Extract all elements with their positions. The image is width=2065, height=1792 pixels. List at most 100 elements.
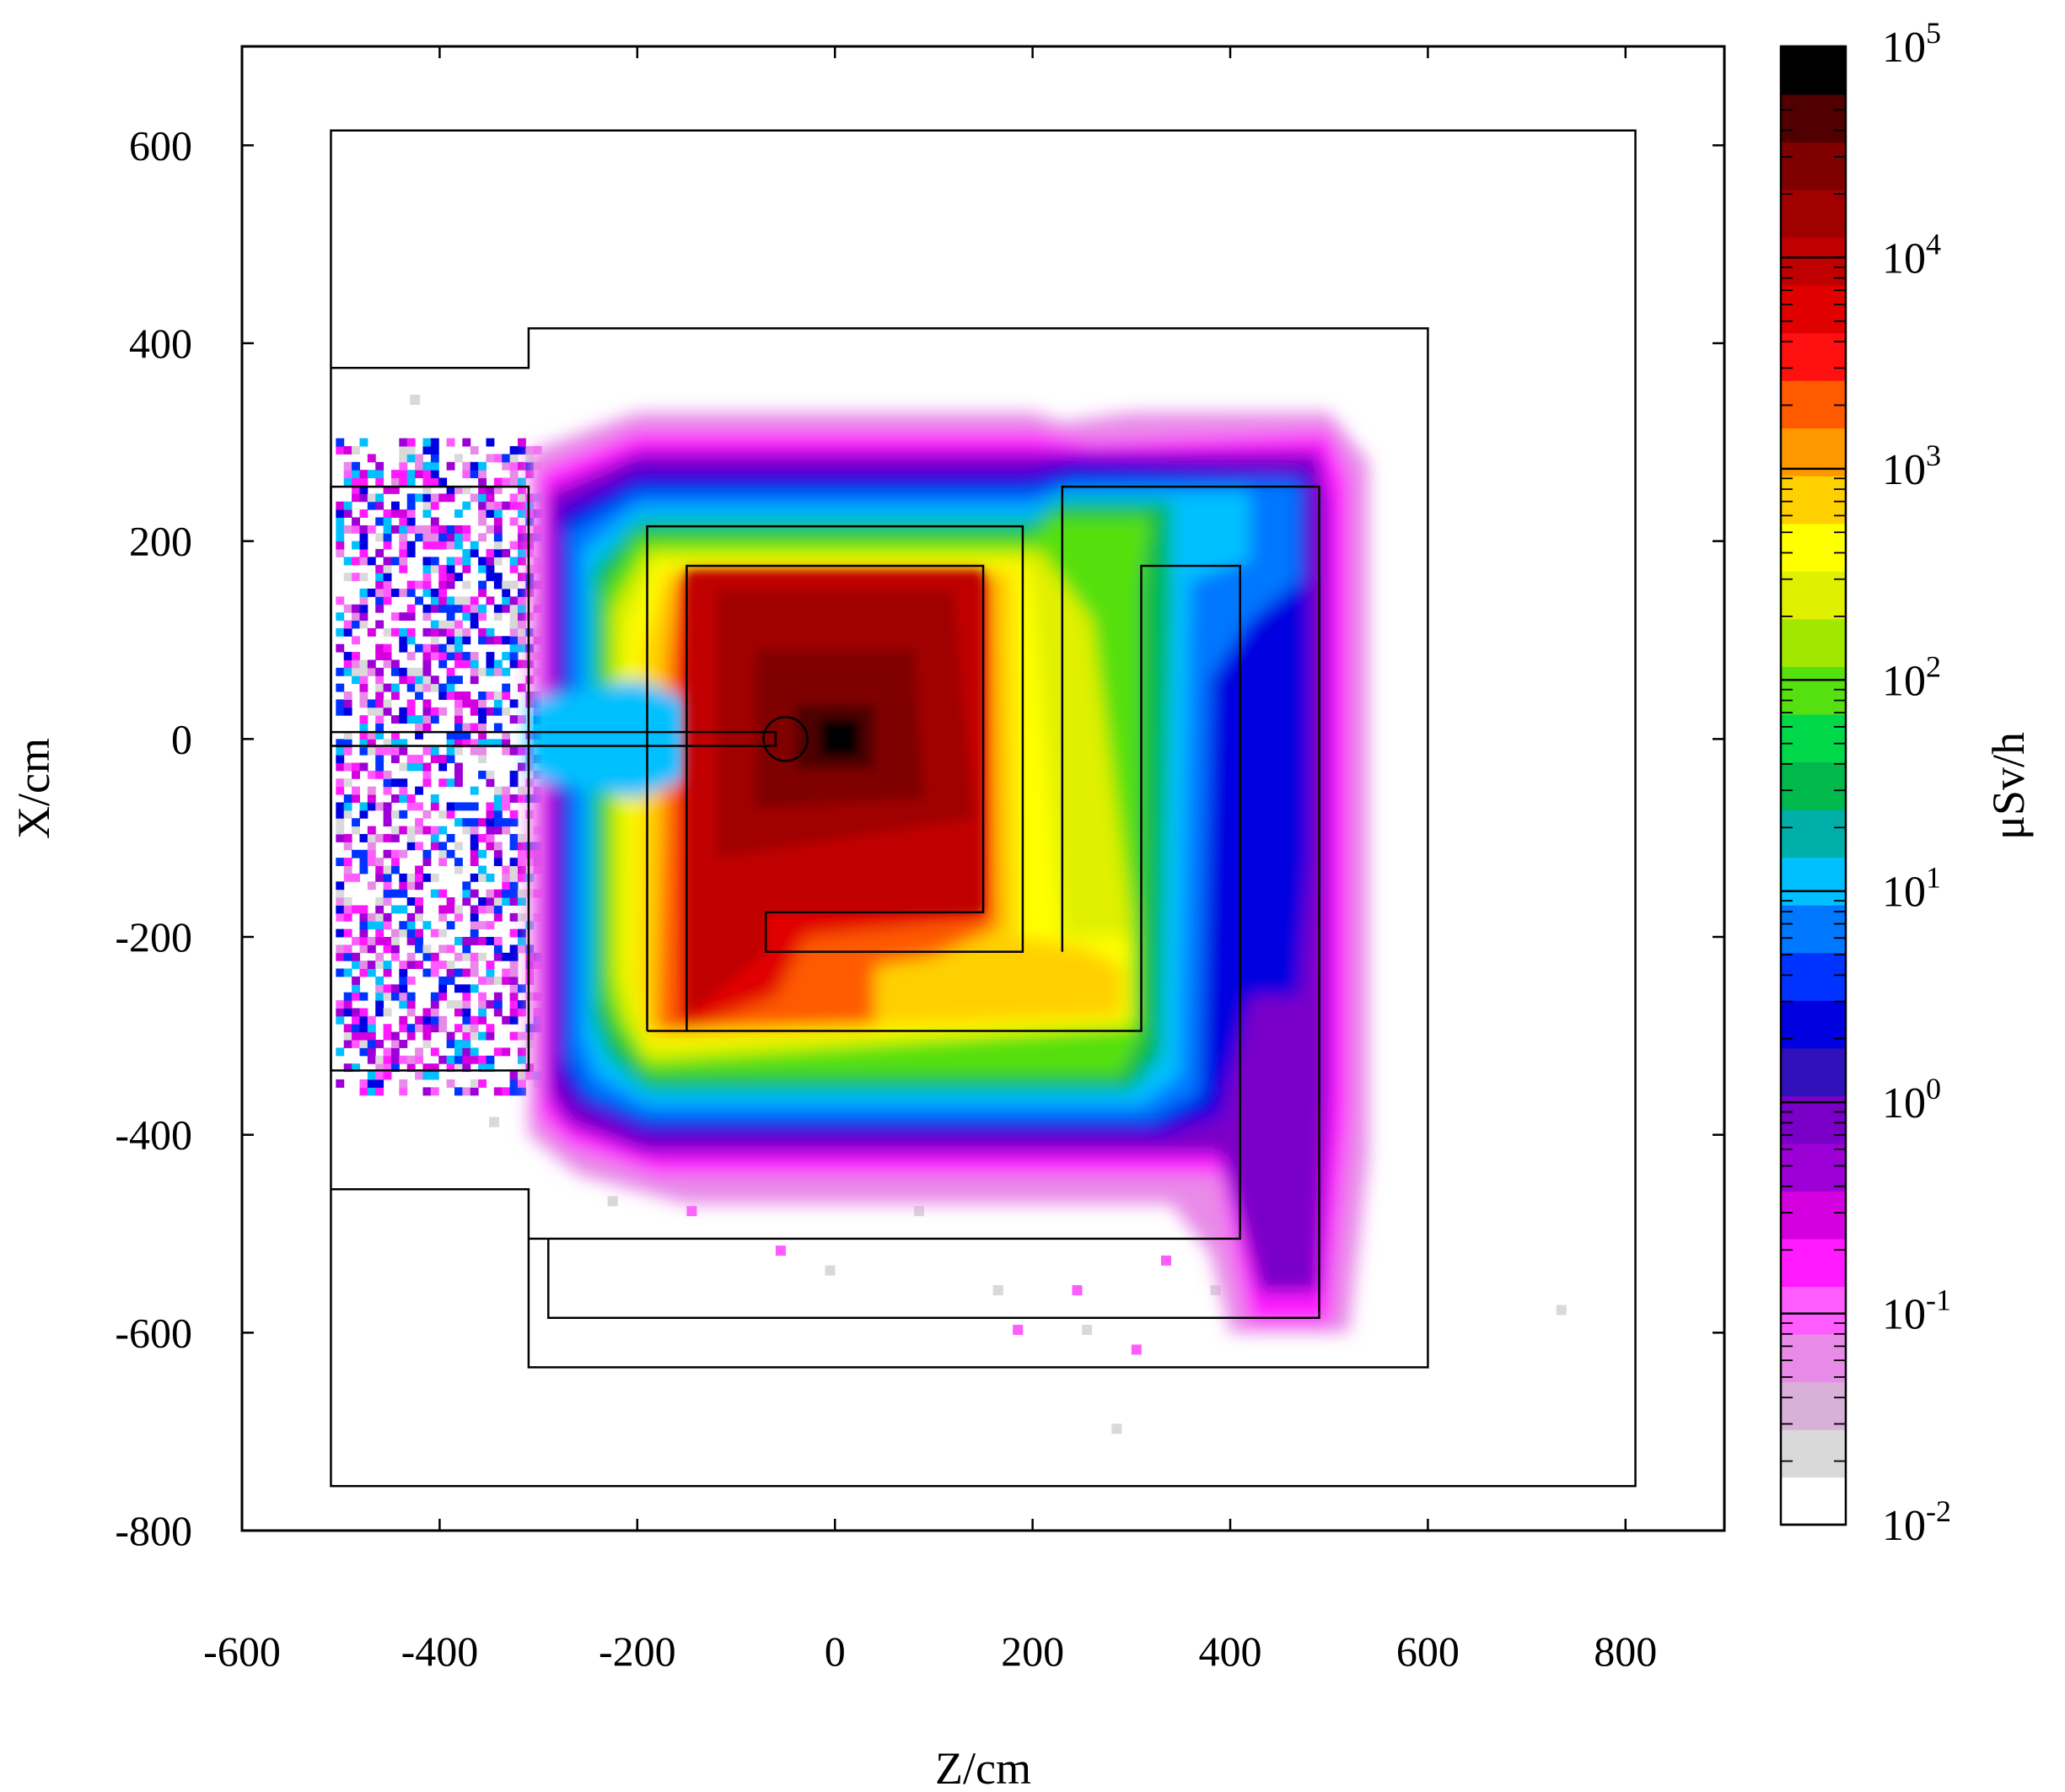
dose-cell xyxy=(406,549,416,557)
dose-cell xyxy=(406,1024,416,1033)
dose-cell xyxy=(352,470,360,479)
dose-cell xyxy=(486,873,495,882)
dose-cell xyxy=(390,905,400,914)
dose-cell xyxy=(383,992,392,1001)
dose-cell xyxy=(415,842,423,851)
x-tick-label: 400 xyxy=(1199,1628,1262,1675)
dose-cell xyxy=(478,557,487,566)
dose-cell xyxy=(438,588,448,597)
dose-cell xyxy=(415,802,423,811)
dose-cell xyxy=(422,849,432,858)
dose-cell xyxy=(390,501,400,510)
dose-cell xyxy=(343,1008,352,1017)
dose-cell xyxy=(430,755,439,763)
dose-cell xyxy=(422,968,432,977)
dose-cell xyxy=(454,905,463,914)
dose-cell xyxy=(399,454,408,463)
dose-cell xyxy=(502,549,511,557)
dose-cell xyxy=(517,485,526,494)
dose-cell xyxy=(493,842,503,851)
dose-cell xyxy=(399,525,408,534)
dose-cell xyxy=(343,525,352,534)
dose-cell xyxy=(438,928,448,938)
dose-cell xyxy=(470,1079,479,1088)
dose-cell xyxy=(446,905,455,914)
dose-cell xyxy=(399,984,408,993)
dose-cell xyxy=(454,643,463,653)
dose-cell xyxy=(375,564,384,573)
dose-cell xyxy=(383,786,392,795)
dose-cell xyxy=(352,1031,360,1041)
dose-cell xyxy=(352,1015,360,1025)
dose-cell xyxy=(415,1071,423,1080)
dose-cell xyxy=(430,627,439,637)
dose-cell xyxy=(343,968,352,977)
dose-cell xyxy=(336,612,345,622)
dose-cell xyxy=(462,438,471,447)
dose-cell xyxy=(367,826,376,835)
dose-cell xyxy=(352,905,360,914)
dose-cell xyxy=(390,715,400,724)
dose-cell xyxy=(454,573,463,582)
dose-cell xyxy=(367,557,376,566)
dose-cell xyxy=(406,961,416,970)
dose-cell xyxy=(383,659,392,669)
dose-cell xyxy=(478,976,487,985)
dose-cell xyxy=(478,739,487,748)
dose-cell xyxy=(454,818,463,827)
dose-cell xyxy=(422,723,432,732)
dose-cell xyxy=(367,1071,376,1080)
dose-cell xyxy=(375,1079,384,1088)
dose-cell xyxy=(454,659,463,669)
dose-cell xyxy=(406,921,416,930)
dose-cell xyxy=(478,667,487,676)
dose-cell xyxy=(462,636,471,645)
dose-cell xyxy=(399,517,408,526)
dose-cell xyxy=(406,897,416,906)
dose-cell xyxy=(406,580,416,589)
dose-cell xyxy=(446,683,455,692)
dose-cell xyxy=(406,525,416,534)
dose-cell xyxy=(375,897,384,906)
dose-cell xyxy=(415,928,423,938)
dose-cell xyxy=(383,509,392,519)
dose-cell xyxy=(470,826,479,835)
dose-cell xyxy=(383,596,392,605)
dose-cell xyxy=(406,976,416,985)
dose-cell xyxy=(422,921,432,930)
dose-cell xyxy=(422,588,432,597)
dose-cell xyxy=(367,794,376,803)
dose-cell xyxy=(367,627,376,637)
x-tick-label: -600 xyxy=(203,1628,281,1675)
dose-cell xyxy=(367,944,376,954)
dose-cell xyxy=(359,667,368,676)
x-tick-label: 800 xyxy=(1594,1628,1657,1675)
dose-cell xyxy=(509,596,519,605)
dose-cell xyxy=(493,1008,503,1017)
dose-cell xyxy=(336,667,345,676)
dose-cell xyxy=(430,1015,439,1025)
colorbar-swatch xyxy=(1781,809,1846,858)
dose-cell xyxy=(502,976,511,985)
dose-cell xyxy=(493,501,503,510)
dose-cell xyxy=(462,826,471,835)
dose-cell xyxy=(478,873,487,882)
dose-cell xyxy=(493,976,503,985)
dose-cell xyxy=(415,961,423,970)
dose-cell xyxy=(390,683,400,692)
dose-cell xyxy=(509,873,519,882)
dose-cell xyxy=(493,659,503,669)
dose-cell xyxy=(375,707,384,716)
dose-cell xyxy=(383,897,392,906)
dose-cell xyxy=(454,865,463,874)
colorbar xyxy=(1781,45,1846,1526)
dose-cell xyxy=(486,968,495,977)
dose-cell xyxy=(478,897,487,906)
dose-cell xyxy=(446,612,455,622)
dose-cell xyxy=(438,976,448,985)
dose-cell xyxy=(446,730,455,740)
dose-cell xyxy=(336,596,345,605)
dose-cell xyxy=(343,692,352,700)
dose-cell xyxy=(390,889,400,898)
dose-cell xyxy=(430,620,439,629)
